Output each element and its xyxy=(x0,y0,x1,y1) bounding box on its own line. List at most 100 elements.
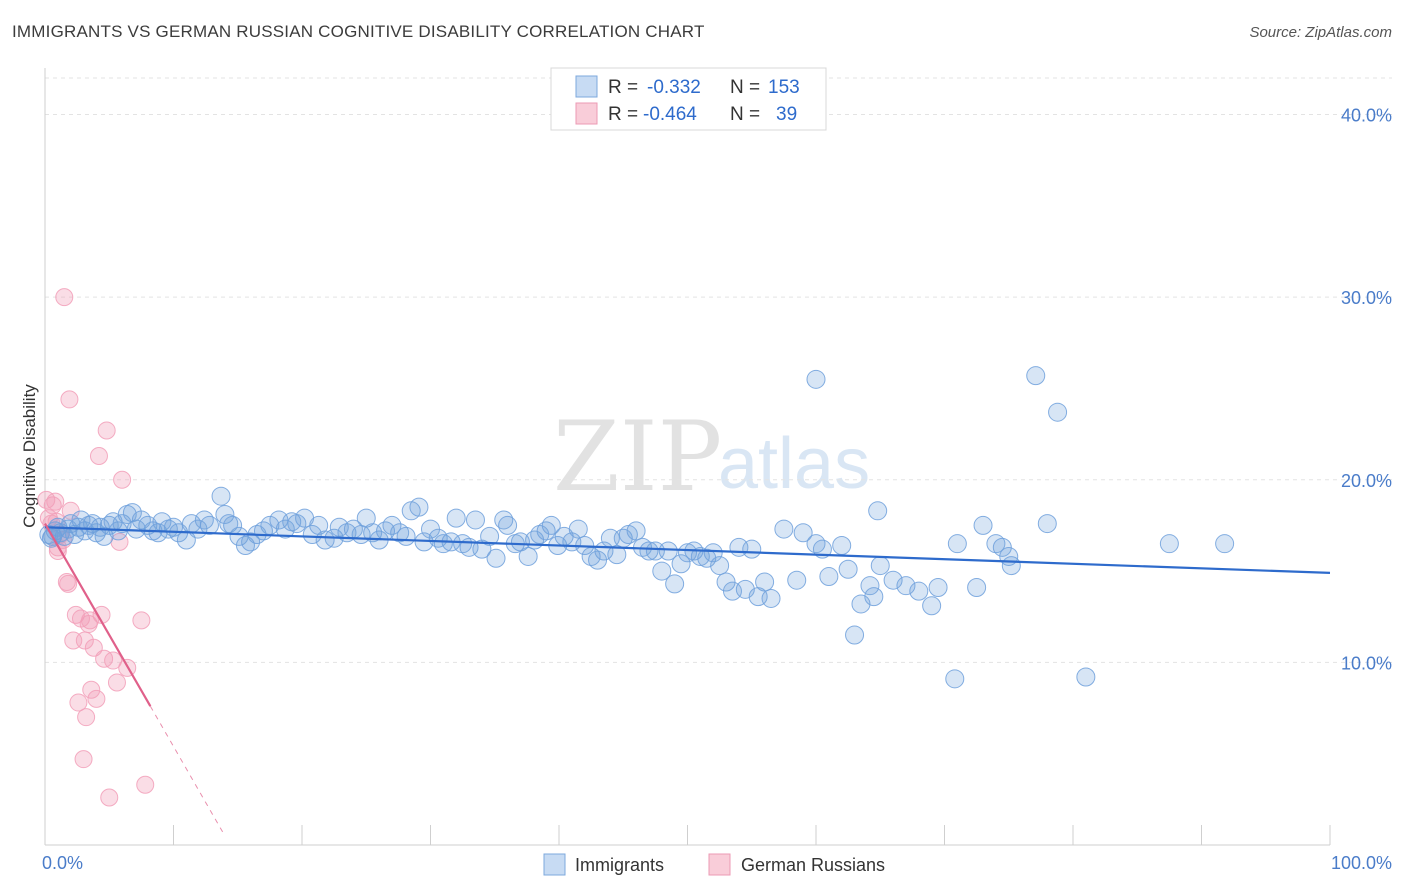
trend-line-german-russians-extension xyxy=(149,705,226,837)
point-immigrants xyxy=(396,526,416,546)
point-immigrants xyxy=(703,543,723,563)
x-ticks: 0.0% 100.0% xyxy=(42,853,1392,873)
point-german-russians xyxy=(95,649,114,668)
point-german-russians xyxy=(74,750,93,769)
point-german-russians xyxy=(89,447,108,466)
point-german-russians xyxy=(82,680,101,699)
legend-swatch-german-russians xyxy=(575,102,598,125)
axes xyxy=(44,68,1331,846)
point-immigrants xyxy=(568,519,588,539)
point-immigrants xyxy=(518,546,538,566)
point-immigrants xyxy=(690,546,710,566)
y-tick-labels: 10.0% 20.0% 30.0% 40.0% xyxy=(1341,106,1392,674)
point-immigrants xyxy=(973,515,993,535)
chart-title: IMMIGRANTS VS GERMAN RUSSIAN COGNITIVE D… xyxy=(12,22,705,41)
point-immigrants xyxy=(446,508,466,528)
point-immigrants xyxy=(148,523,168,543)
point-german-russians xyxy=(113,470,132,489)
point-immigrants xyxy=(536,521,556,541)
point-immigrants xyxy=(710,556,730,576)
bottom-legend-swatch-german-russians xyxy=(708,853,731,876)
point-immigrants xyxy=(883,570,903,590)
y-tick-label: 30.0% xyxy=(1341,288,1392,308)
legend-n-label-2: N = xyxy=(730,104,760,125)
point-immigrants xyxy=(845,625,865,645)
point-german-russians xyxy=(59,574,78,593)
point-immigrants xyxy=(453,534,473,554)
point-immigrants xyxy=(1215,534,1235,554)
chart-source: Source: ZipAtlas.com xyxy=(1249,24,1392,41)
point-german-russians xyxy=(132,611,151,630)
point-immigrants xyxy=(131,510,151,530)
point-immigrants xyxy=(665,574,685,594)
y-axis-label: Cognitive Disability xyxy=(20,384,39,528)
point-immigrants xyxy=(1037,514,1057,534)
point-immigrants xyxy=(761,588,781,608)
legend-swatch-immigrants xyxy=(575,75,598,98)
y-tick-label: 20.0% xyxy=(1341,471,1392,491)
point-immigrants xyxy=(465,510,485,530)
point-immigrants xyxy=(870,556,890,576)
watermark-zip: ZIP xyxy=(553,401,722,513)
bottom-legend-swatch-immigrants xyxy=(543,853,566,876)
legend-r-value-2: -0.464 xyxy=(643,104,697,125)
point-immigrants xyxy=(838,559,858,579)
point-immigrants xyxy=(494,510,514,530)
point-immigrants xyxy=(742,539,762,559)
legend-n-label-1: N = xyxy=(730,77,760,98)
point-immigrants xyxy=(896,576,916,596)
point-german-russians xyxy=(55,288,74,307)
point-immigrants xyxy=(909,581,929,601)
point-german-russians xyxy=(100,788,119,807)
point-immigrants xyxy=(390,523,410,543)
point-immigrants xyxy=(832,536,852,556)
point-immigrants xyxy=(428,528,448,548)
point-immigrants xyxy=(211,486,231,506)
point-german-russians xyxy=(107,673,126,692)
point-immigrants xyxy=(607,545,627,565)
point-immigrants xyxy=(986,534,1006,554)
y-tick-label: 10.0% xyxy=(1341,653,1392,673)
point-immigrants xyxy=(498,515,518,535)
x-tick-label: 100.0% xyxy=(1331,853,1392,873)
point-immigrants xyxy=(510,532,530,552)
bottom-legend-immigrants: Immigrants xyxy=(575,855,664,875)
x-tick-label: 0.0% xyxy=(42,853,83,873)
point-immigrants xyxy=(864,587,884,607)
point-immigrants xyxy=(480,526,500,546)
legend-n-value-2: 39 xyxy=(776,104,797,125)
point-immigrants xyxy=(1159,534,1179,554)
point-immigrants xyxy=(806,534,826,554)
point-immigrants xyxy=(793,523,813,543)
point-immigrants xyxy=(1026,366,1046,386)
point-immigrants xyxy=(275,519,295,539)
point-german-russians xyxy=(77,708,96,727)
point-immigrants xyxy=(626,521,646,541)
point-immigrants xyxy=(94,526,114,546)
german-russians-points xyxy=(37,288,155,807)
point-immigrants xyxy=(241,532,261,552)
point-immigrants xyxy=(860,576,880,596)
point-immigrants xyxy=(658,541,678,561)
point-german-russians xyxy=(97,421,116,440)
point-immigrants xyxy=(967,578,987,598)
y-tick-label: 40.0% xyxy=(1341,106,1392,126)
point-immigrants xyxy=(774,519,794,539)
point-immigrants xyxy=(541,515,561,535)
point-immigrants xyxy=(652,561,672,581)
point-immigrants xyxy=(235,536,255,556)
point-immigrants xyxy=(922,596,942,616)
bottom-legend-german-russians: German Russians xyxy=(741,855,885,875)
point-immigrants xyxy=(1001,556,1021,576)
watermark-atlas: atlas xyxy=(718,424,870,504)
point-immigrants xyxy=(409,497,429,517)
point-immigrants xyxy=(486,548,506,568)
point-german-russians xyxy=(84,638,103,657)
legend-r-label-2: R = xyxy=(608,104,638,125)
point-immigrants xyxy=(1076,667,1096,687)
point-german-russians xyxy=(87,689,106,708)
point-german-russians xyxy=(80,611,99,630)
point-immigrants xyxy=(945,669,965,689)
point-german-russians xyxy=(69,693,88,712)
